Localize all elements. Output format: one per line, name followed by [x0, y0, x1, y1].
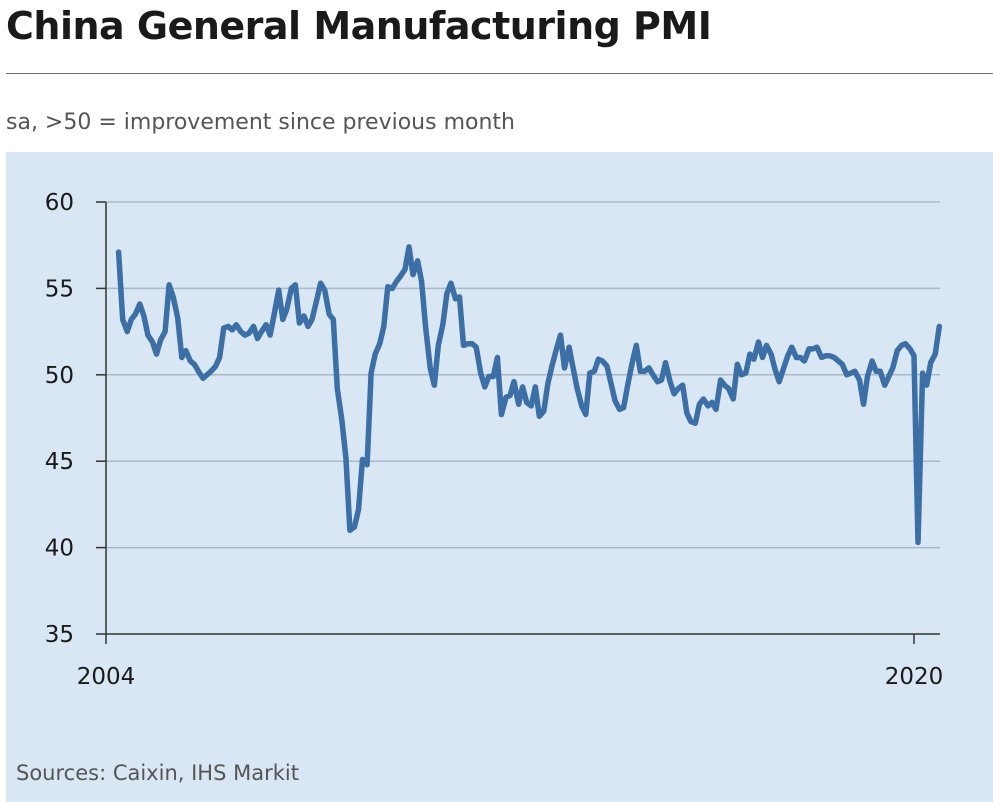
- y-axis-ticks: 35 40 45 50 55 60: [45, 190, 106, 648]
- x-tick-label: 2004: [77, 664, 136, 690]
- y-tick-label: 60: [45, 190, 74, 216]
- series-group: [115, 244, 943, 546]
- source-note: Sources: Caixin, IHS Markit: [16, 761, 299, 785]
- gridlines: [106, 201, 940, 549]
- chart-title: China General Manufacturing PMI: [6, 4, 712, 48]
- chart-subtitle: sa, >50 = improvement since previous mon…: [6, 110, 515, 135]
- series-line-0: [115, 244, 943, 546]
- y-tick-label: 35: [45, 622, 74, 648]
- chart-panel: [6, 152, 993, 802]
- y-tick-label: 50: [45, 363, 74, 389]
- title-divider: [6, 73, 993, 74]
- x-tick-label: 2020: [885, 664, 944, 690]
- y-tick-label: 40: [45, 536, 74, 562]
- y-tick-label: 55: [45, 276, 74, 302]
- x-axis-ticks: 2004 2020: [77, 634, 944, 690]
- y-tick-label: 45: [45, 449, 74, 475]
